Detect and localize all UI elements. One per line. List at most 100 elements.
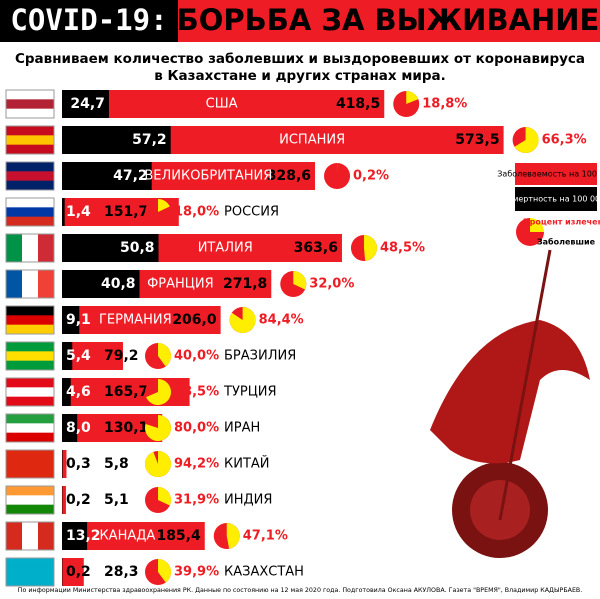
recovered-label: 0,2% — [353, 169, 389, 184]
mortality-label: 4,6 — [66, 384, 91, 400]
country-label: США — [206, 97, 238, 112]
flag-stripe — [6, 397, 54, 407]
mortality-label: 47,2 — [113, 168, 148, 184]
recovered-label: 84,4% — [259, 313, 304, 328]
morbidity-label: 79,2 — [104, 348, 139, 364]
flag-stripe — [6, 433, 54, 443]
flag-stripe — [6, 486, 54, 496]
morbidity-label: 165,7 — [104, 384, 148, 400]
recovered-label: 31,9% — [174, 493, 219, 508]
illustration — [430, 250, 590, 558]
flag-stripe — [6, 315, 54, 325]
recovered-label: 18,0% — [174, 205, 219, 220]
subtitle: Сравниваем количество заболевших и выздо… — [15, 51, 585, 67]
recovered-label: 80,0% — [174, 421, 219, 436]
flag-stripe — [22, 234, 38, 262]
morbidity-label: 573,5 — [455, 132, 499, 148]
recovered-label: 32,0% — [309, 277, 354, 292]
flag-stripe — [6, 181, 54, 191]
morbidity-label: 185,4 — [156, 528, 201, 544]
morbidity-label: 206,0 — [172, 312, 217, 328]
flag-stripe — [6, 145, 54, 155]
legend-label: Заболевшие — [537, 237, 596, 247]
mortality-label: 9,1 — [66, 312, 91, 328]
flag-stripe — [38, 234, 54, 262]
flag-stripe — [6, 351, 54, 361]
morbidity-label: 418,5 — [336, 96, 380, 112]
morbidity-label: 5,8 — [104, 456, 129, 472]
country-label: ИРАН — [224, 421, 260, 436]
recovered-label: 66,3% — [542, 133, 587, 148]
flag-stripe — [6, 414, 54, 424]
flag-stripe — [38, 270, 54, 298]
flag-stripe — [6, 495, 54, 505]
flag-stripe — [6, 234, 22, 262]
flag-stripe — [6, 558, 54, 568]
country-label: ГЕРМАНИЯ — [99, 313, 172, 328]
flag-stripe — [6, 162, 54, 172]
morbidity-label: 328,6 — [267, 168, 311, 184]
country-label: КАЗАХСТАН — [224, 565, 304, 580]
flag-stripe — [6, 567, 54, 577]
mortality-label: 8,0 — [66, 420, 91, 436]
flag-stripe — [38, 522, 54, 550]
flag-stripe — [6, 306, 54, 316]
mortality-label: 0,3 — [66, 456, 91, 472]
flag-stripe — [6, 99, 54, 109]
flag-stripe — [6, 450, 54, 460]
flag-stripe — [6, 342, 54, 352]
country-label: ВЕЛИКОБРИТАНИЯ — [144, 169, 272, 184]
recovered-label: 94,2% — [174, 457, 219, 472]
title-left: COVID-19: — [10, 3, 167, 37]
morbidity-label: 28,3 — [104, 564, 139, 580]
mortality-label: 1,4 — [66, 204, 91, 220]
bar-mortality — [62, 198, 65, 226]
flag-stripe — [22, 522, 38, 550]
legend-label: Смертность на 100 000 — [507, 195, 600, 204]
recovered-label: 39,9% — [174, 565, 219, 580]
flag-stripe — [6, 198, 54, 208]
country-label: ФРАНЦИЯ — [147, 277, 214, 292]
legend-label: Процент излеченных — [523, 218, 600, 227]
flag-stripe — [6, 325, 54, 335]
flag-stripe — [6, 505, 54, 515]
flag-stripe — [6, 459, 54, 469]
pie-slice — [227, 523, 240, 549]
flag-stripe — [22, 270, 38, 298]
recovered-label: 47,1% — [243, 529, 288, 544]
recovered-label: 40,0% — [174, 349, 219, 364]
flag-stripe — [6, 378, 54, 388]
flag-stripe — [6, 126, 54, 136]
flag-stripe — [6, 361, 54, 371]
legend: Заболеваемость на 100 000 Смертность на … — [497, 163, 600, 247]
recovered-label: 48,5% — [380, 241, 425, 256]
recovered-label: 18,8% — [422, 97, 467, 112]
morbidity-label: 271,8 — [223, 276, 267, 292]
mortality-label: 5,4 — [66, 348, 91, 364]
mortality-label: 57,2 — [132, 132, 167, 148]
title: БОРЬБА ЗА ВЫЖИВАНИЕ — [177, 3, 600, 37]
morbidity-label: 363,6 — [294, 240, 338, 256]
flag-stripe — [6, 109, 54, 119]
flag-stripe — [6, 387, 54, 397]
country-label: БРАЗИЛИЯ — [224, 349, 296, 364]
country-label: РОССИЯ — [224, 205, 279, 220]
morbidity-label: 130,1 — [104, 420, 148, 436]
subtitle: в Казахстане и других странах мира. — [154, 68, 445, 84]
mortality-label: 0,2 — [66, 492, 91, 508]
flag-stripe — [6, 270, 22, 298]
legend-label: Заболеваемость на 100 000 — [497, 170, 600, 179]
morbidity-label: 5,1 — [104, 492, 129, 508]
pie-slice — [364, 235, 377, 261]
country-label: ТУРЦИЯ — [223, 385, 277, 400]
mortality-label: 0,2 — [66, 564, 91, 580]
mortality-label: 13,2 — [66, 528, 101, 544]
country-label: ИСПАНИЯ — [279, 133, 345, 148]
flag-stripe — [6, 217, 54, 227]
country-label: ИНДИЯ — [224, 493, 272, 508]
country-label: КАНАДА — [99, 529, 155, 544]
flag-stripe — [6, 469, 54, 479]
flag-stripe — [6, 171, 54, 181]
recovered-label: 68,5% — [174, 385, 219, 400]
